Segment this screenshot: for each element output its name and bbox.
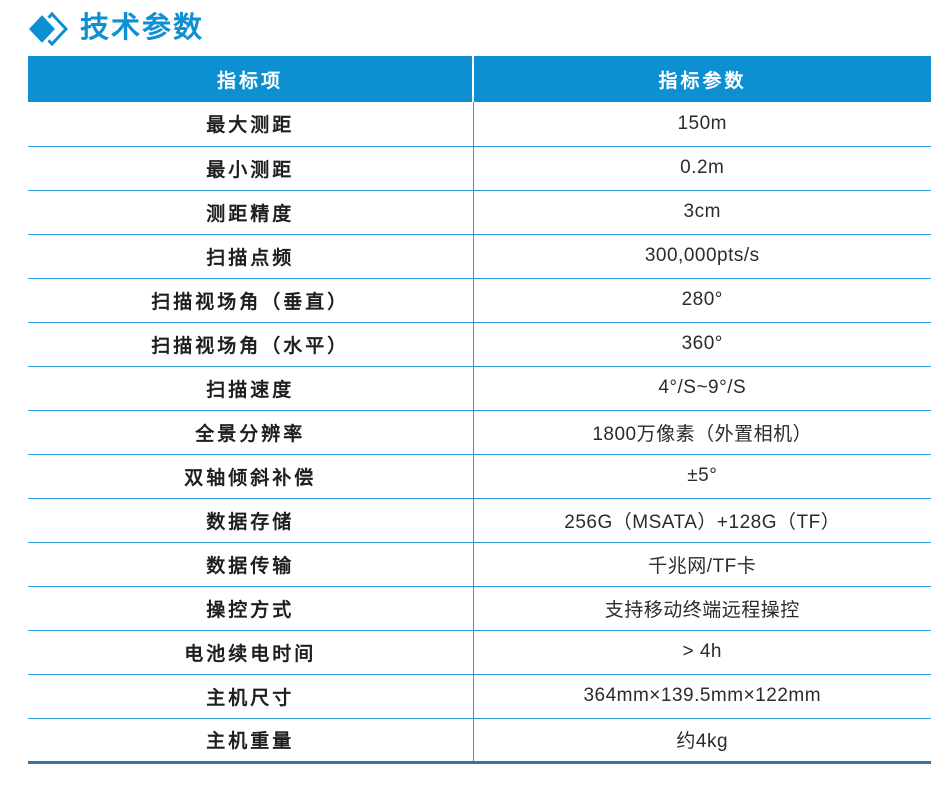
spec-item-value: > 4h bbox=[473, 629, 931, 674]
spec-item-value: 3cm bbox=[473, 189, 931, 234]
table-row: 最小测距 0.2m bbox=[28, 145, 931, 190]
spec-item-label: 主机重量 bbox=[28, 717, 474, 762]
spec-item-label: 全景分辨率 bbox=[28, 409, 474, 454]
spec-item-label: 电池续电时间 bbox=[28, 629, 474, 674]
spec-item-value: 150m bbox=[677, 112, 728, 134]
spec-item-value: 360° bbox=[473, 321, 931, 366]
spec-item-label: 扫描点频 bbox=[28, 233, 474, 278]
table-row: 电池续电时间 > 4h bbox=[28, 629, 931, 674]
spec-item-label: 测距精度 bbox=[28, 189, 474, 234]
spec-item-value: ±5° bbox=[473, 453, 931, 498]
table-row: 数据存储 256G（MSATA）+128G（TF） bbox=[28, 497, 931, 542]
table-row: 扫描视场角（垂直） 280° bbox=[28, 277, 931, 322]
page-title: 技术参数 bbox=[80, 12, 205, 44]
spec-item-value: 256G（MSATA）+128G（TF） bbox=[473, 497, 931, 542]
table-row: 最大测距 150m bbox=[28, 102, 931, 146]
spec-item-label: 双轴倾斜补偿 bbox=[28, 453, 474, 498]
table-row: 扫描速度 4°/S~9°/S bbox=[28, 365, 931, 410]
table-row: 双轴倾斜补偿 ±5° bbox=[28, 453, 931, 498]
table-row: 主机尺寸 364mm×139.5mm×122mm bbox=[28, 673, 931, 718]
spec-table-body: 最大测距 150m 最小测距 0.2m 测距精度 3cm 扫描点频 300,000pts/s 扫… bbox=[28, 102, 931, 762]
table-row: 数据传输 千兆网/TF卡 bbox=[28, 541, 931, 586]
spec-item-value: 1800万像素（外置相机） bbox=[473, 409, 931, 454]
spec-item-label: 数据存储 bbox=[28, 497, 474, 542]
table-row: 扫描点频 300,000pts/s bbox=[28, 233, 931, 278]
table-row: 操控方式 支持移动终端远程操控 bbox=[28, 585, 931, 630]
diamond-icon bbox=[24, 10, 69, 48]
spec-item-value: 约4kg bbox=[473, 717, 931, 762]
spec-item-label: 最小测距 bbox=[28, 145, 474, 190]
column-header-item: 指标项 bbox=[28, 56, 474, 102]
spec-item-value: 280° bbox=[473, 277, 931, 322]
spec-item-label: 扫描速度 bbox=[28, 365, 474, 410]
column-header-param: 指标参数 bbox=[473, 56, 931, 102]
spec-item-value: 4°/S~9°/S bbox=[473, 365, 931, 410]
spec-item-label: 操控方式 bbox=[28, 585, 474, 630]
table-row: 扫描视场角（水平） 360° bbox=[28, 321, 931, 366]
table-row: 测距精度 3cm bbox=[28, 189, 931, 234]
spec-item-label: 数据传输 bbox=[28, 541, 474, 586]
spec-item-label: 扫描视场角（水平） bbox=[28, 321, 474, 366]
spec-item-label: 扫描视场角（垂直） bbox=[28, 277, 474, 322]
spec-table-header: 指标项 指标参数 bbox=[28, 56, 931, 102]
spec-item-value: 支持移动终端远程操控 bbox=[473, 585, 931, 630]
table-row: 主机重量 约4kg bbox=[28, 717, 931, 762]
spec-item-value: 364mm×139.5mm×122mm bbox=[473, 673, 931, 718]
spec-item-label: 最大测距 bbox=[28, 102, 474, 146]
spec-item-value: 0.2m bbox=[473, 145, 931, 190]
spec-item-value: 300,000pts/s bbox=[473, 233, 931, 278]
spec-item-label: 主机尺寸 bbox=[28, 673, 474, 718]
spec-item-value: 千兆网/TF卡 bbox=[473, 541, 931, 586]
spec-table: 指标项 指标参数 最大测距 150m 最小测距 0.2m 测距精度 3cm 扫描点频 300,… bbox=[28, 56, 931, 764]
table-row: 全景分辨率 1800万像素（外置相机） bbox=[28, 409, 931, 454]
section-title-row: 技术参数 bbox=[0, 0, 951, 50]
